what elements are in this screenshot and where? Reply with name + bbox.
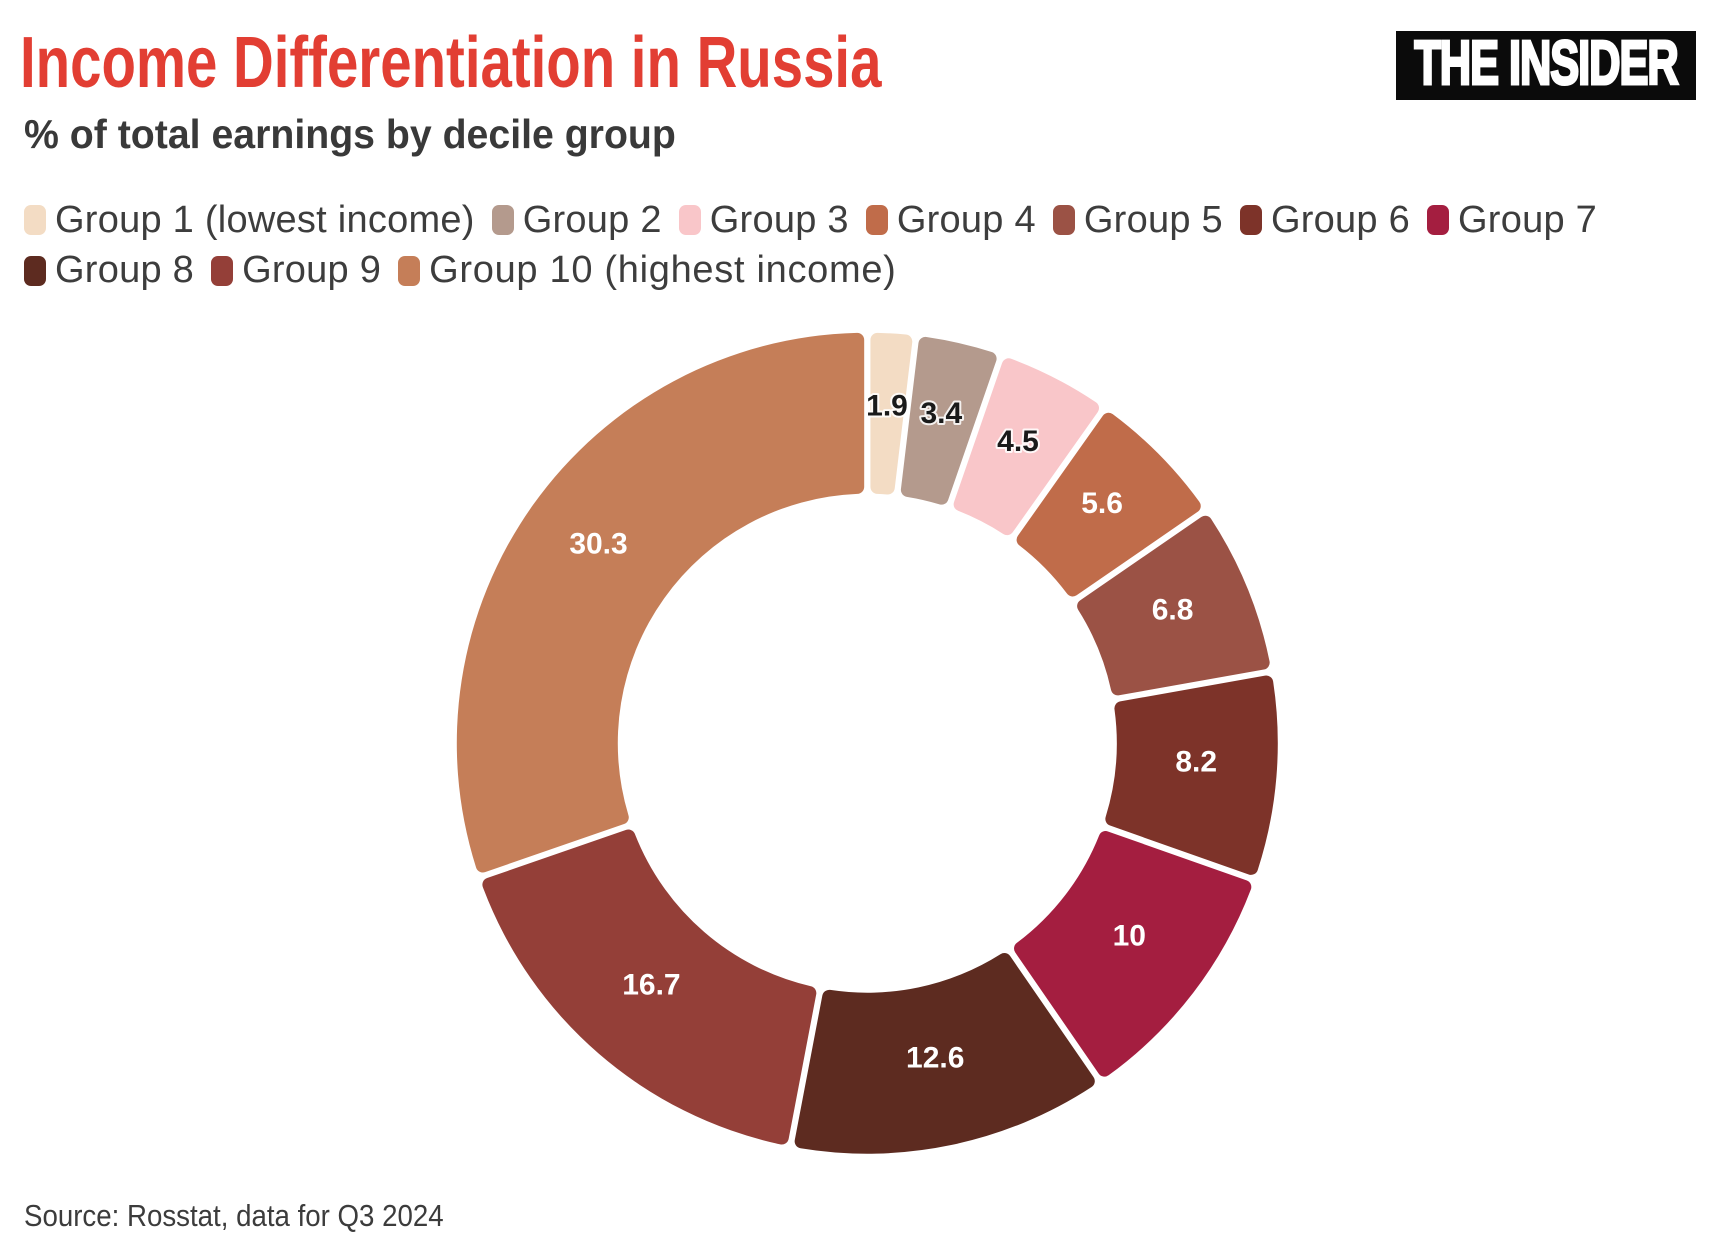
svg-text:30.3: 30.3 xyxy=(569,527,627,560)
svg-text:6.8: 6.8 xyxy=(1152,593,1194,626)
svg-text:3.4: 3.4 xyxy=(920,397,962,430)
svg-text:5.6: 5.6 xyxy=(1081,487,1123,520)
svg-text:8.2: 8.2 xyxy=(1175,746,1217,779)
svg-text:16.7: 16.7 xyxy=(622,968,680,1001)
svg-text:10: 10 xyxy=(1113,919,1146,952)
svg-text:4.5: 4.5 xyxy=(997,425,1039,458)
svg-text:12.6: 12.6 xyxy=(906,1042,964,1075)
svg-text:1.9: 1.9 xyxy=(866,389,908,422)
